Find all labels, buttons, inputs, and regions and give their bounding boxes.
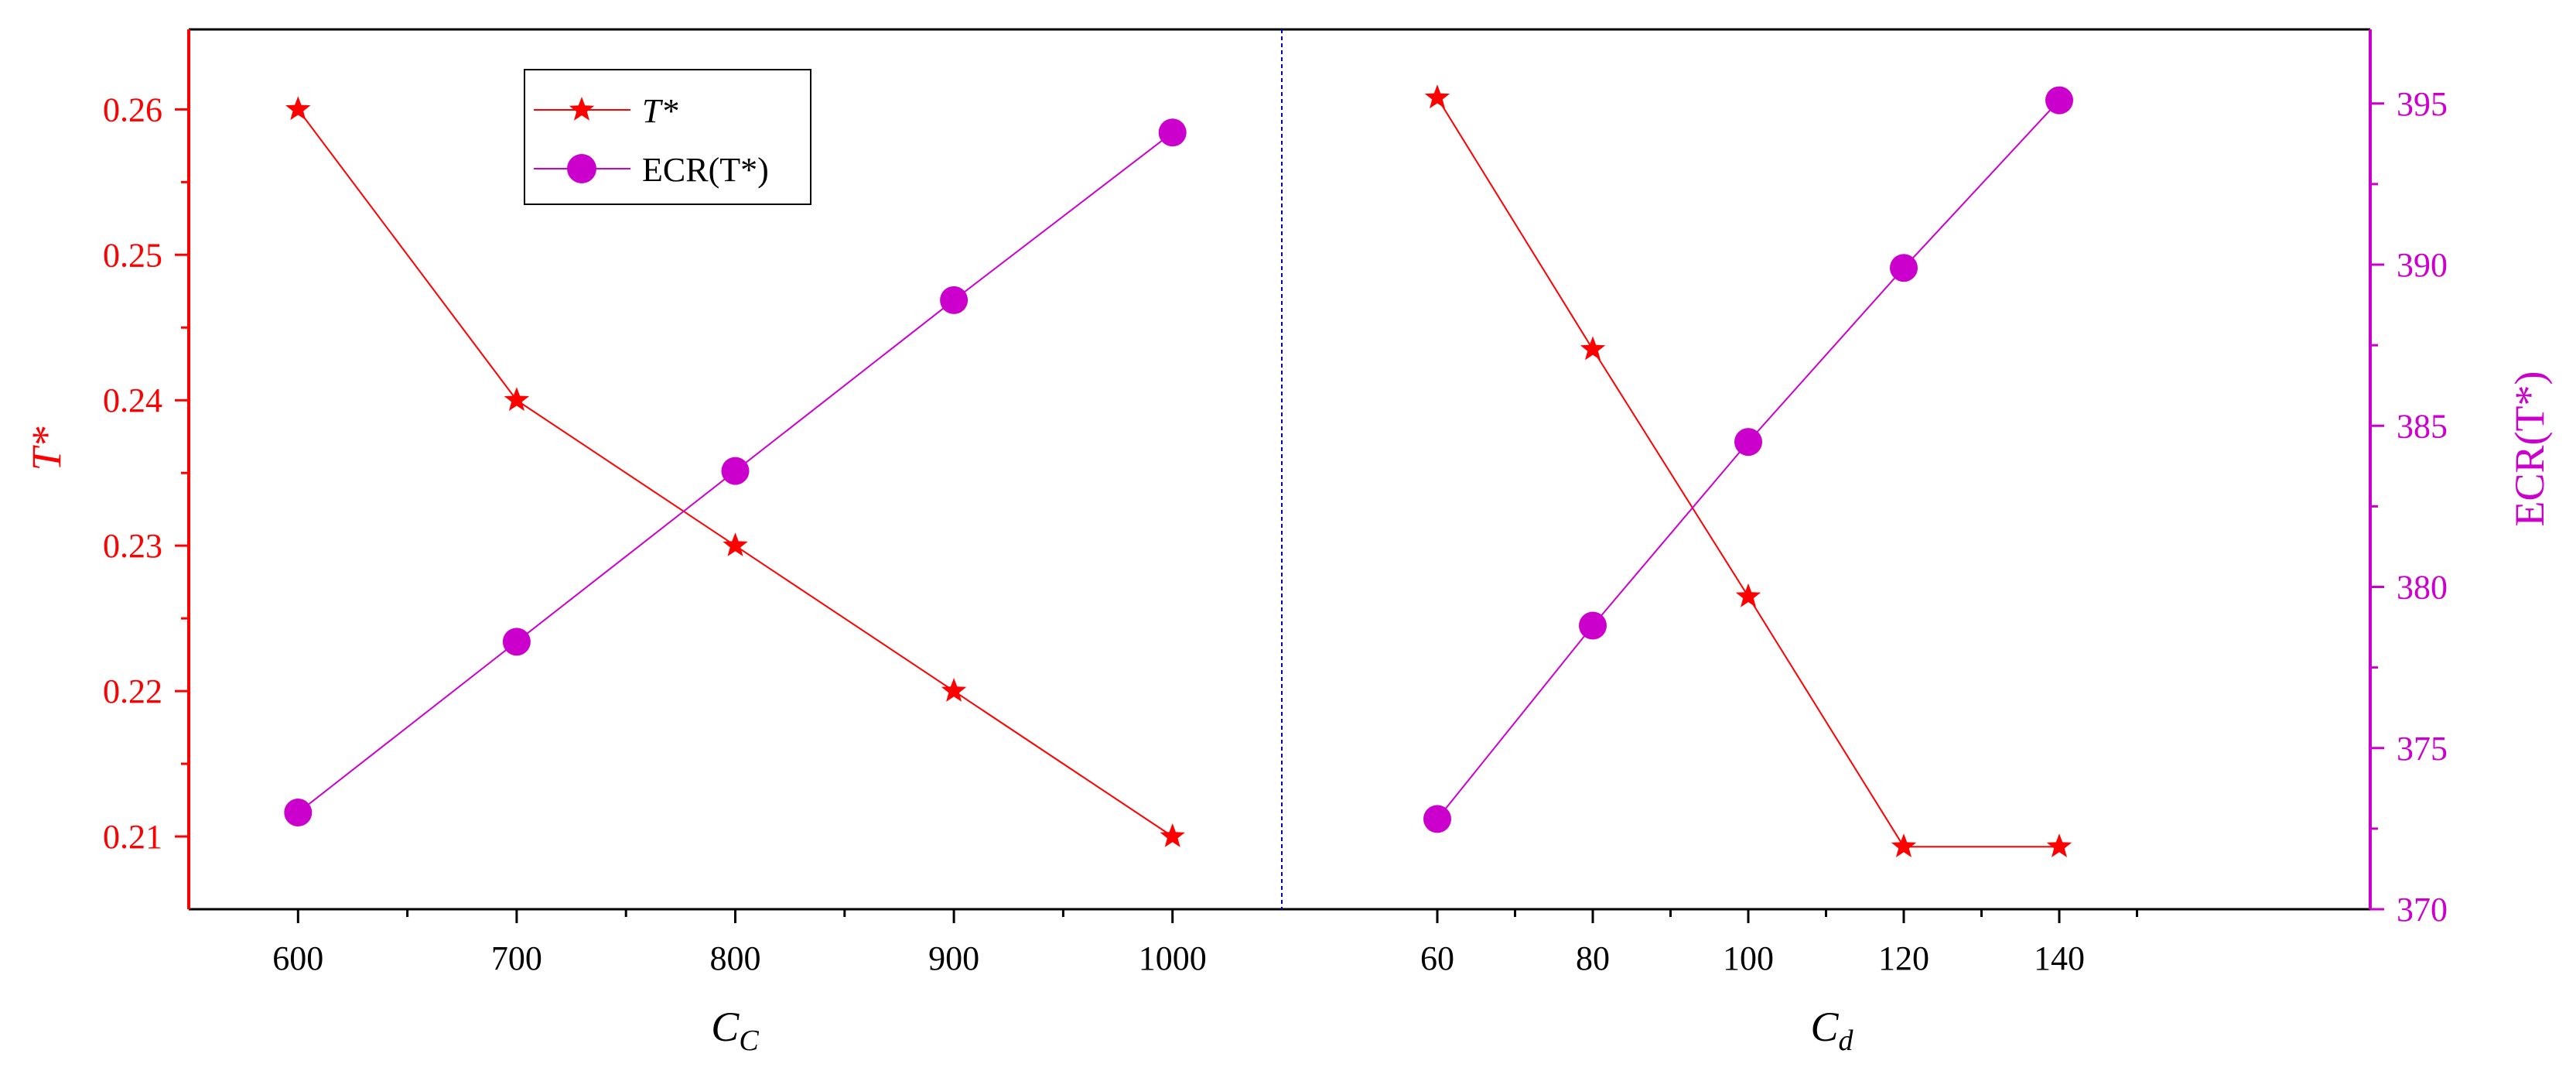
y-right-tick-label: 380 [2397,569,2448,607]
data-point-t-star [1891,833,1917,857]
data-point-ecr [1158,118,1187,147]
data-point-ecr [940,286,969,314]
data-point-t-star [1735,583,1761,607]
x-tick-label: 140 [2034,939,2085,977]
data-point-t-star [723,532,748,556]
y-left-title: T* [23,426,70,470]
legend-marker-t-star [569,97,595,121]
x-title-left-sub: C [739,1025,759,1057]
x-title-right: Cd [1810,1004,1853,1057]
legend-marker-ecr [567,154,596,183]
x-tick-label: 700 [491,939,542,977]
y-left-tick-label: 0.23 [103,527,162,565]
data-point-t-star [2046,833,2072,857]
y-left-tick-label: 0.24 [103,381,162,419]
x-tick-label: 80 [1576,939,1610,977]
legend-label-t-star: T* [642,92,678,130]
data-point-t-star [504,387,530,411]
y-left-tick-label: 0.26 [103,91,162,128]
x-tick-label: 800 [710,939,761,977]
x-tick-label: 60 [1420,939,1454,977]
x-title-right-main: C [1810,1004,1839,1050]
data-point-ecr [721,457,750,485]
data-point-ecr [1579,611,1607,640]
legend-box [524,69,811,205]
data-point-ecr [502,628,531,656]
legend-label-ecr: ECR(T*) [642,151,769,189]
series-line-t-star [1437,97,2059,848]
data-point-ecr [284,799,313,827]
x-tick-label: 600 [272,939,323,977]
y-left-tick-label: 0.25 [103,236,162,274]
legend: T* ECR(T*) [524,69,811,205]
data-point-t-star [941,678,967,702]
data-point-ecr [1734,428,1762,457]
x-tick-label: 900 [928,939,979,977]
data-point-t-star [285,96,311,121]
x-title-left-main: C [711,1004,740,1050]
axes: 0.21 0.22 0.23 0.24 0.25 0.26 370 375 380 385 390 3… [103,28,2448,977]
y-left-tick-label: 0.22 [103,672,162,710]
y-right-tick-label: 390 [2397,246,2448,284]
x-tick-label: 1000 [1139,939,1207,977]
y-right-tick-label: 375 [2397,730,2448,768]
x-title-left: CC [711,1004,759,1057]
plot-area [284,84,2073,857]
data-point-ecr [1890,254,1918,282]
data-point-ecr [2045,86,2073,115]
data-point-t-star [1424,84,1450,109]
y-left-title-main: T* [23,426,70,470]
y-right-title: ECR(T*) [2506,371,2553,527]
y-right-tick-label: 395 [2397,85,2448,123]
data-point-ecr [1423,805,1451,833]
x-title-right-sub: d [1839,1025,1854,1057]
x-tick-label: 100 [1723,939,1774,977]
y-right-tick-label: 370 [2397,891,2448,929]
data-point-t-star [1160,823,1185,847]
series-line-ecr [1437,99,2060,820]
y-left-tick-label: 0.21 [103,818,162,856]
y-right-tick-label: 385 [2397,407,2448,445]
x-tick-label: 120 [1878,939,1929,977]
data-point-t-star [1580,336,1606,361]
